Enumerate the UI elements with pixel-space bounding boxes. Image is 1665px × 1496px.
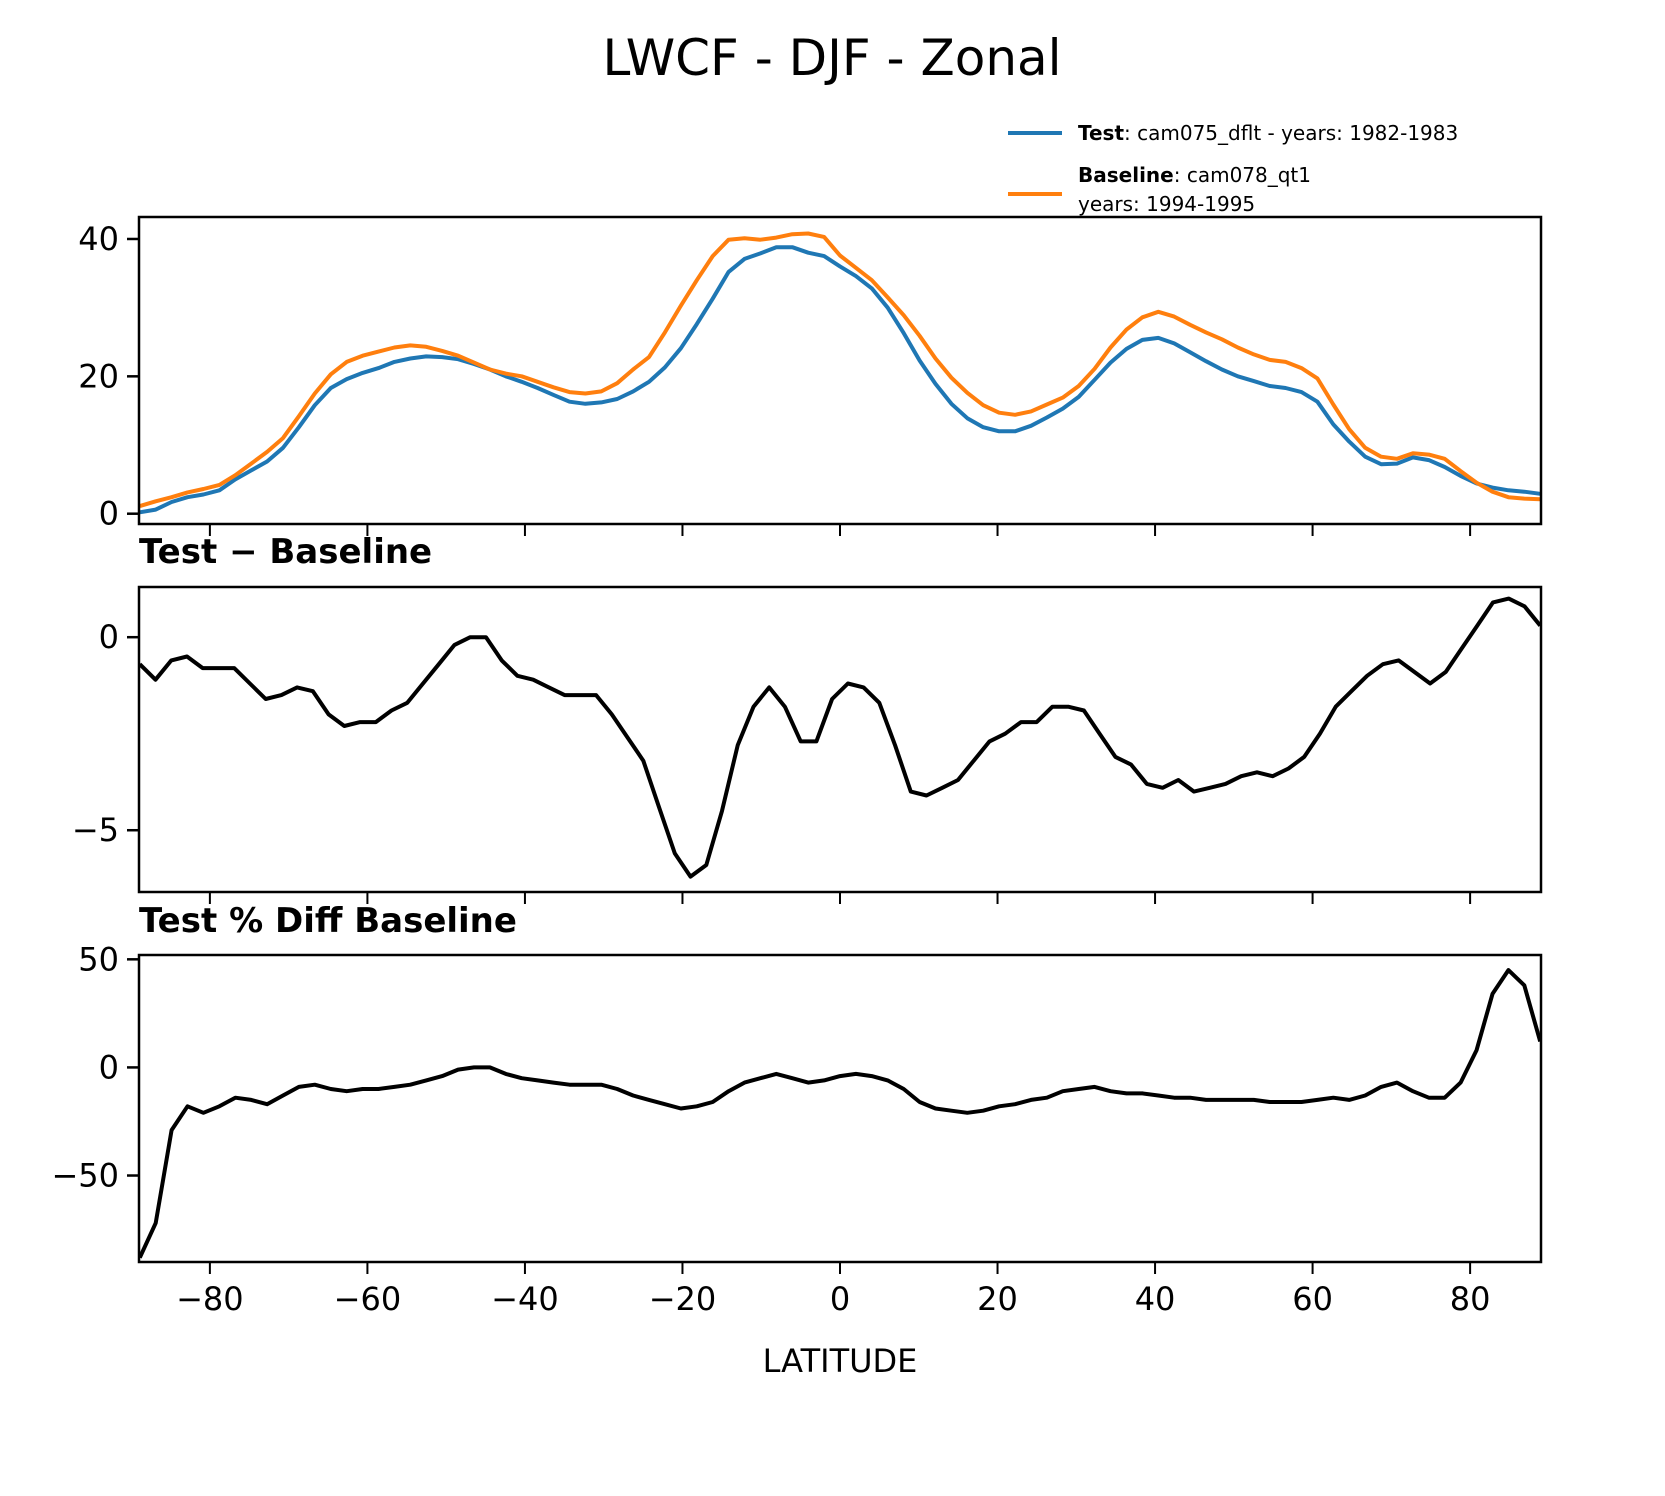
y-tick-label: −50 — [51, 1157, 119, 1195]
legend-test-rest: : cam075_dflt - years: 1982-1983 — [1124, 121, 1458, 145]
y-tick-label: 0 — [99, 618, 119, 656]
x-tick-label: 0 — [830, 1280, 850, 1318]
panel-title-diff: Test − Baseline — [139, 532, 432, 572]
x-tick-label: −60 — [334, 1280, 402, 1318]
x-tick-label: 20 — [977, 1280, 1018, 1318]
legend: Test: cam075_dflt - years: 1982-1983 Bas… — [1008, 121, 1458, 216]
legend-test-bold: Test — [1078, 121, 1124, 145]
axes-frame — [137, 953, 1543, 1264]
series-line-baseline — [139, 231, 1541, 509]
legend-baseline-bold: Baseline — [1078, 163, 1174, 187]
panel-top: 0 20 40 — [78, 215, 1543, 536]
x-tick-label: −20 — [649, 1280, 717, 1318]
legend-baseline-rest: : cam078_qt1 — [1174, 163, 1311, 187]
x-tick-label: −80 — [176, 1280, 244, 1318]
x-tick-label: −40 — [491, 1280, 559, 1318]
panel-diff: 0 −5 — [72, 585, 1543, 904]
panel-pctdiff: 50 0 −50 −80 −60 −40 −20 0 20 40 60 80 — [51, 940, 1543, 1318]
legend-entry-baseline: Baseline: cam078_qt1 — [1078, 163, 1311, 187]
x-tick-label: 60 — [1292, 1280, 1333, 1318]
y-tick-label: 40 — [78, 220, 119, 258]
panels: 0 20 40 0 −5 50 0 −50 −80 −60 −40 −20 0 20 40 60 80 — [51, 215, 1543, 1318]
series-line-test — [139, 245, 1541, 515]
x-tick-label: 40 — [1135, 1280, 1176, 1318]
chart-title: LWCF - DJF - Zonal — [602, 29, 1061, 87]
y-tick-label: 20 — [78, 357, 119, 395]
axes-frame — [137, 585, 1543, 894]
y-tick-label: −5 — [72, 811, 119, 849]
x-axis-label: LATITUDE — [763, 1342, 918, 1380]
series-line-test-diff-baseline — [139, 968, 1541, 1259]
axes-frame — [137, 215, 1543, 526]
legend-baseline-line2: years: 1994-1995 — [1078, 192, 1255, 216]
y-tick-label: 0 — [99, 1048, 119, 1086]
y-tick-label: 0 — [99, 495, 119, 533]
panel-title-pctdiff: Test % Diff Baseline — [139, 901, 517, 941]
series-line-test-baseline — [139, 596, 1541, 879]
x-tick-label: 80 — [1450, 1280, 1491, 1318]
legend-entry-test: Test: cam075_dflt - years: 1982-1983 — [1078, 121, 1458, 145]
y-tick-label: 50 — [78, 940, 119, 978]
